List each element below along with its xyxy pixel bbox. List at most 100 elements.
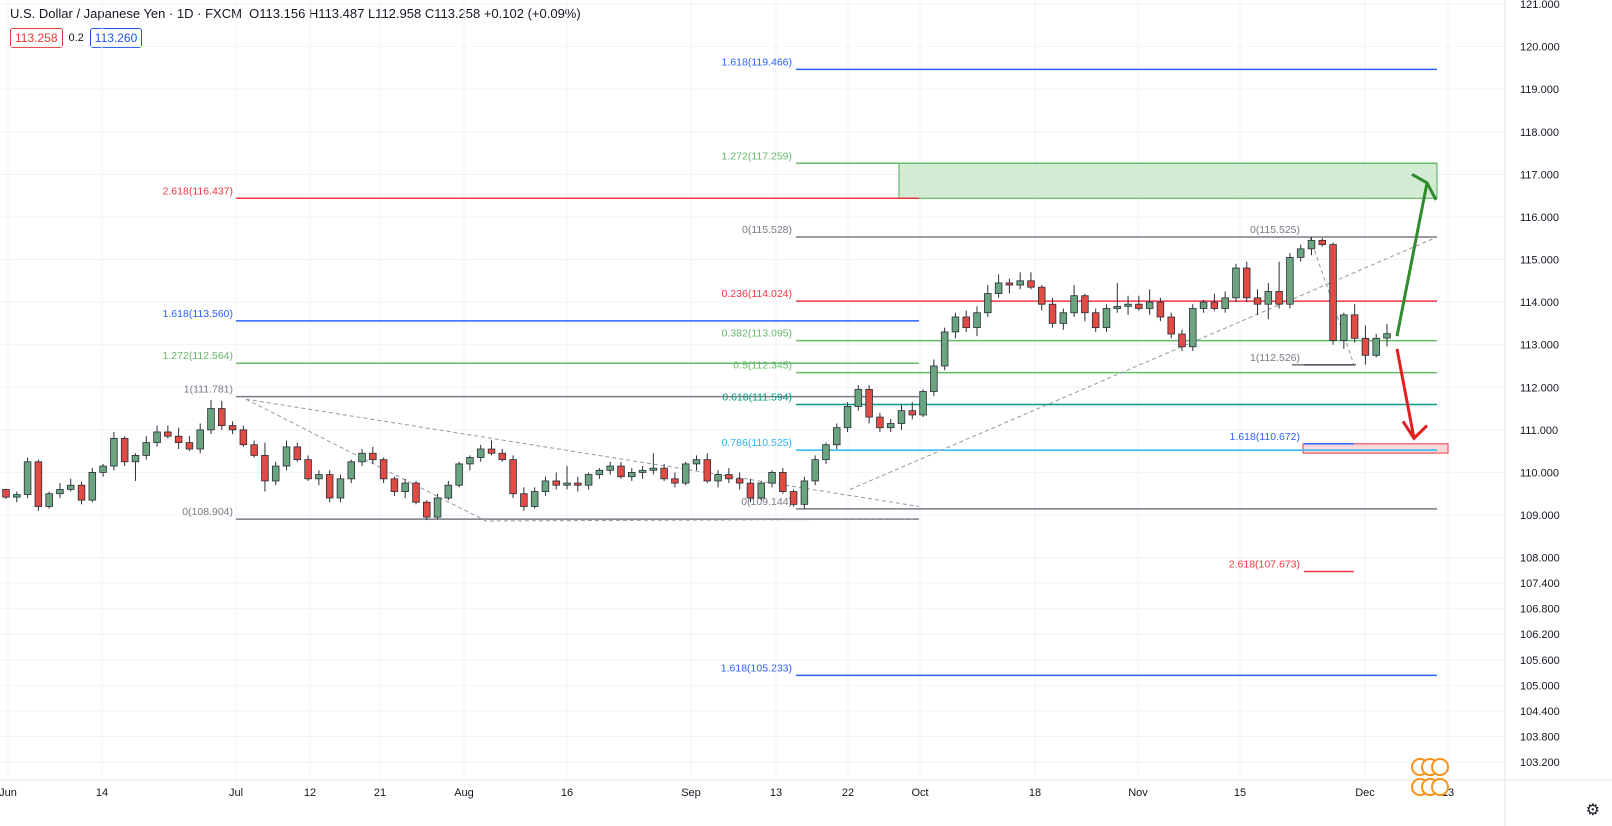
candle[interactable] bbox=[131, 454, 140, 463]
candle[interactable] bbox=[498, 452, 507, 461]
candle[interactable] bbox=[466, 457, 474, 465]
candle[interactable] bbox=[1242, 267, 1251, 299]
candle[interactable] bbox=[207, 408, 215, 431]
candle[interactable] bbox=[218, 408, 226, 426]
candle[interactable] bbox=[23, 461, 32, 495]
candle[interactable] bbox=[336, 478, 345, 499]
candle[interactable] bbox=[617, 465, 625, 478]
candle[interactable] bbox=[1199, 301, 1208, 309]
candle[interactable] bbox=[984, 293, 992, 314]
candle[interactable] bbox=[444, 484, 453, 499]
candle[interactable] bbox=[940, 331, 949, 367]
bullish-arrow[interactable] bbox=[1395, 182, 1429, 337]
candle[interactable] bbox=[649, 467, 658, 471]
candle[interactable] bbox=[174, 435, 183, 444]
candle[interactable] bbox=[951, 316, 960, 333]
candle[interactable] bbox=[347, 461, 355, 480]
candle[interactable] bbox=[142, 442, 151, 456]
candle[interactable] bbox=[908, 410, 917, 416]
candle[interactable] bbox=[563, 482, 571, 486]
candle[interactable] bbox=[304, 459, 312, 480]
candle[interactable] bbox=[606, 465, 614, 471]
candle[interactable] bbox=[1059, 312, 1068, 324]
candle[interactable] bbox=[77, 484, 86, 501]
candle[interactable] bbox=[1275, 291, 1283, 305]
candle[interactable] bbox=[379, 459, 388, 480]
candle[interactable] bbox=[789, 491, 798, 505]
candle[interactable] bbox=[99, 465, 107, 473]
bearish-arrow[interactable] bbox=[1395, 348, 1416, 439]
candle[interactable] bbox=[1091, 312, 1100, 329]
candle[interactable] bbox=[88, 472, 97, 501]
candle[interactable] bbox=[271, 465, 280, 482]
candle[interactable] bbox=[1340, 314, 1348, 341]
candle[interactable] bbox=[2, 489, 10, 498]
candle[interactable] bbox=[811, 459, 819, 482]
candle[interactable] bbox=[1361, 337, 1370, 356]
candle[interactable] bbox=[390, 478, 399, 492]
candle[interactable] bbox=[1167, 316, 1175, 335]
candle[interactable] bbox=[1016, 280, 1024, 286]
candle[interactable] bbox=[876, 416, 884, 429]
candle[interactable] bbox=[369, 452, 377, 461]
candle[interactable] bbox=[660, 467, 668, 480]
candle[interactable] bbox=[919, 391, 927, 416]
candle[interactable] bbox=[1038, 286, 1046, 305]
candle[interactable] bbox=[120, 437, 129, 463]
candle[interactable] bbox=[1070, 295, 1078, 314]
candle[interactable] bbox=[1124, 303, 1132, 307]
candle[interactable] bbox=[509, 459, 517, 495]
candle[interactable] bbox=[822, 444, 830, 461]
candle[interactable] bbox=[1189, 308, 1197, 348]
event-flags[interactable] bbox=[1411, 758, 1465, 800]
candle[interactable] bbox=[973, 312, 981, 329]
candle[interactable] bbox=[1102, 308, 1111, 329]
candle[interactable] bbox=[541, 480, 550, 492]
candle[interactable] bbox=[1005, 282, 1014, 286]
candle[interactable] bbox=[153, 431, 161, 444]
candle[interactable] bbox=[779, 472, 787, 492]
candle[interactable] bbox=[520, 493, 528, 507]
candle[interactable] bbox=[476, 448, 485, 458]
candle[interactable] bbox=[552, 480, 560, 486]
candle[interactable] bbox=[293, 446, 302, 461]
candle[interactable] bbox=[1113, 305, 1122, 309]
event-flag-icon[interactable] bbox=[1431, 758, 1449, 776]
candle[interactable] bbox=[574, 482, 582, 486]
candle[interactable] bbox=[638, 469, 647, 473]
candle[interactable] bbox=[692, 459, 701, 465]
candle[interactable] bbox=[854, 388, 863, 407]
candle[interactable] bbox=[994, 282, 1003, 294]
candle[interactable] bbox=[1210, 301, 1219, 309]
candle[interactable] bbox=[261, 454, 269, 482]
candle[interactable] bbox=[746, 482, 755, 499]
candle[interactable] bbox=[725, 474, 733, 480]
candle[interactable] bbox=[671, 478, 679, 484]
candle[interactable] bbox=[930, 365, 938, 392]
candle[interactable] bbox=[886, 423, 895, 429]
candle[interactable] bbox=[282, 446, 291, 467]
candle[interactable] bbox=[1286, 256, 1294, 305]
candle[interactable] bbox=[595, 469, 604, 475]
candle[interactable] bbox=[250, 444, 258, 456]
candle[interactable] bbox=[768, 472, 776, 484]
candle[interactable] bbox=[196, 429, 204, 450]
candle[interactable] bbox=[13, 494, 21, 498]
candle[interactable] bbox=[757, 482, 765, 499]
candle[interactable] bbox=[1296, 248, 1305, 258]
candle[interactable] bbox=[681, 463, 690, 484]
candle[interactable] bbox=[628, 472, 636, 478]
candle[interactable] bbox=[714, 474, 722, 482]
candle[interactable] bbox=[843, 406, 852, 429]
candle[interactable] bbox=[1221, 297, 1229, 309]
candle[interactable] bbox=[56, 489, 64, 495]
candle[interactable] bbox=[1178, 333, 1186, 348]
candle[interactable] bbox=[110, 437, 118, 467]
candle[interactable] bbox=[45, 493, 53, 507]
candle[interactable] bbox=[530, 491, 539, 507]
candle[interactable] bbox=[1372, 337, 1380, 356]
candle[interactable] bbox=[412, 482, 420, 503]
candle[interactable] bbox=[34, 461, 43, 507]
candle[interactable] bbox=[962, 316, 970, 329]
candle[interactable] bbox=[735, 478, 744, 484]
